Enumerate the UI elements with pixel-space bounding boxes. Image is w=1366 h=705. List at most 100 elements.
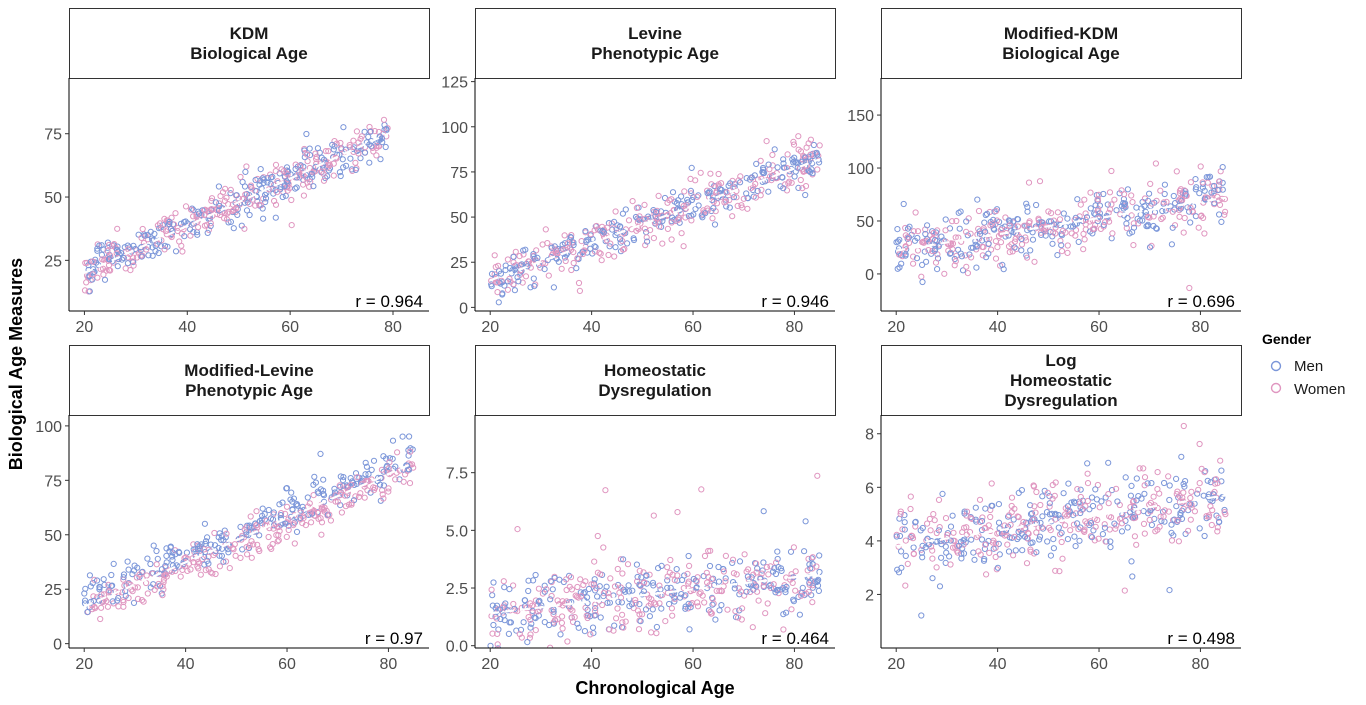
- point-women: [564, 240, 572, 247]
- point-women: [99, 265, 107, 272]
- point-men: [256, 518, 263, 525]
- point-women: [1057, 237, 1064, 244]
- point-men: [380, 482, 387, 489]
- point-men: [957, 250, 964, 257]
- point-men: [230, 225, 237, 232]
- point-women: [642, 215, 649, 222]
- point-men: [1050, 221, 1058, 228]
- strip-title-line: Phenotypic Age: [185, 381, 313, 400]
- point-women: [1011, 533, 1018, 541]
- point-men: [584, 594, 591, 601]
- point-men: [1107, 538, 1114, 545]
- point-women: [902, 224, 909, 232]
- strip-title-line: Dysregulation: [598, 381, 711, 400]
- point-women: [792, 587, 799, 594]
- point-men: [582, 228, 589, 235]
- point-women: [127, 267, 134, 274]
- point-women: [967, 515, 974, 522]
- point-men: [947, 537, 954, 544]
- point-women: [532, 627, 539, 634]
- point-men: [937, 537, 944, 545]
- point-men: [399, 433, 406, 440]
- point-men: [506, 619, 513, 626]
- point-women: [1062, 229, 1069, 236]
- point-men: [530, 577, 537, 584]
- y-tick-label: 75: [44, 127, 62, 144]
- point-men: [974, 196, 981, 203]
- point-men: [976, 231, 984, 238]
- point-men: [320, 476, 327, 483]
- point-women: [633, 204, 641, 211]
- point-women: [1027, 548, 1034, 555]
- point-men: [553, 255, 560, 262]
- point-women: [221, 197, 228, 204]
- point-men: [207, 541, 214, 548]
- point-men: [340, 474, 347, 481]
- point-women: [1152, 160, 1160, 167]
- point-men: [625, 582, 632, 589]
- point-men: [581, 589, 588, 596]
- point-women: [1008, 494, 1016, 501]
- point-men: [1122, 474, 1129, 481]
- point-women: [296, 163, 304, 170]
- point-women: [226, 565, 233, 572]
- point-men: [242, 168, 249, 175]
- point-men: [528, 620, 535, 627]
- y-axis-title: Biological Age Measures: [6, 258, 26, 470]
- point-men: [352, 166, 359, 173]
- point-men: [679, 576, 686, 584]
- point-women: [641, 579, 648, 586]
- point-men: [896, 532, 904, 540]
- point-men: [922, 230, 929, 238]
- point-women: [1006, 222, 1013, 229]
- point-women: [596, 249, 603, 256]
- x-tick-label: 40: [583, 319, 601, 336]
- point-women: [1036, 178, 1044, 185]
- point-men: [664, 577, 671, 584]
- point-men: [671, 598, 678, 605]
- point-women: [1001, 532, 1008, 539]
- point-women: [357, 490, 364, 497]
- point-women: [641, 225, 649, 232]
- point-men: [1005, 513, 1012, 520]
- point-women: [179, 248, 186, 255]
- point-women: [190, 213, 197, 220]
- point-men: [514, 274, 521, 281]
- point-women: [1056, 216, 1064, 223]
- point-men: [780, 160, 787, 167]
- point-men: [120, 574, 127, 581]
- point-men: [1027, 502, 1034, 509]
- point-men: [814, 577, 821, 585]
- point-men: [675, 197, 682, 204]
- point-men: [135, 231, 142, 238]
- point-women: [300, 192, 307, 199]
- point-women: [963, 228, 970, 235]
- point-men: [117, 249, 125, 257]
- point-women: [785, 180, 792, 187]
- point-women: [985, 522, 992, 529]
- point-women: [564, 638, 571, 645]
- point-men: [942, 543, 949, 550]
- point-women: [716, 587, 723, 595]
- point-women: [232, 552, 239, 559]
- point-women: [244, 551, 251, 558]
- point-men: [1146, 244, 1154, 251]
- point-men: [256, 181, 263, 188]
- point-women: [760, 579, 768, 586]
- point-men: [983, 210, 991, 217]
- point-men: [407, 445, 414, 452]
- point-women: [407, 448, 414, 455]
- y-tick-label: 5.0: [446, 523, 468, 540]
- point-women: [807, 136, 815, 143]
- point-women: [788, 606, 795, 613]
- point-women: [243, 544, 250, 551]
- point-women: [902, 232, 909, 239]
- point-women: [1188, 488, 1195, 495]
- point-men: [139, 568, 146, 575]
- point-women: [749, 624, 756, 631]
- point-women: [548, 578, 555, 586]
- point-men: [339, 156, 346, 163]
- y-tick-label: 0.0: [446, 639, 468, 656]
- point-men: [901, 519, 908, 526]
- point-women: [330, 172, 337, 179]
